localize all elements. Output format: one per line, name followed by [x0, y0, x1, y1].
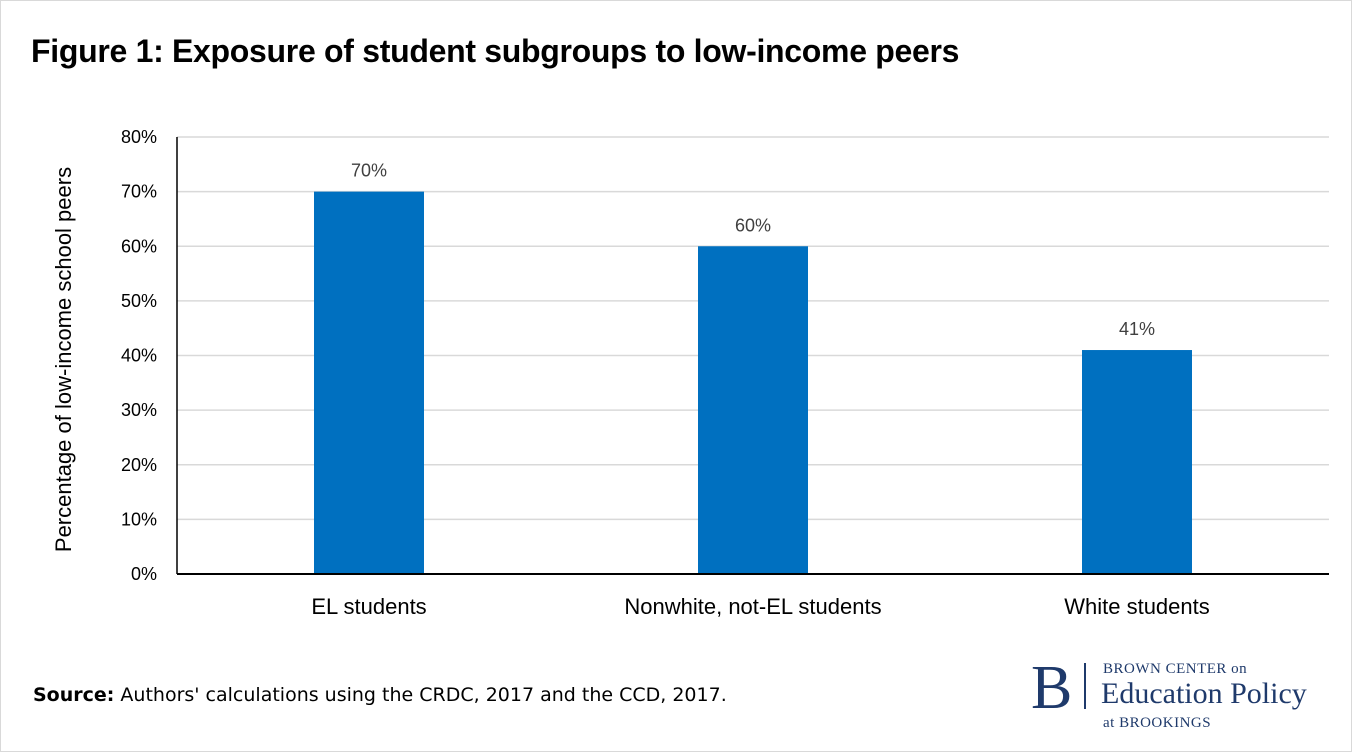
x-tick-label: White students	[1064, 594, 1210, 619]
y-axis-title: Percentage of low-income school peers	[51, 167, 76, 552]
y-tick-label: 40%	[121, 346, 157, 366]
y-tick-label: 60%	[121, 236, 157, 256]
y-tick-label: 80%	[121, 127, 157, 147]
bar	[314, 191, 424, 574]
y-tick-label: 30%	[121, 400, 157, 420]
y-tick-label: 10%	[121, 509, 157, 529]
y-tick-label: 20%	[121, 455, 157, 475]
source-note: Source: Authors' calculations using the …	[33, 684, 727, 706]
chart-title: Figure 1: Exposure of student subgroups …	[31, 33, 960, 69]
y-tick-label: 0%	[131, 564, 157, 584]
logo-line-3: at BROOKINGS	[1103, 715, 1212, 731]
x-tick-label: Nonwhite, not-EL students	[624, 594, 881, 619]
logo-line-2: Education Policy	[1101, 677, 1307, 710]
x-tick-label: EL students	[311, 594, 426, 619]
data-label: 41%	[1119, 319, 1155, 339]
logo-line-1: BROWN CENTER on	[1103, 661, 1248, 677]
logo-letter: B	[1031, 654, 1073, 722]
brookings-logo: B BROWN CENTER on Education Policy at BR…	[1031, 657, 1341, 737]
data-label: 70%	[351, 161, 387, 181]
bar	[698, 246, 808, 574]
source-text: Authors' calculations using the CRDC, 20…	[114, 684, 727, 706]
logo-divider	[1084, 663, 1086, 709]
data-label: 60%	[735, 215, 771, 235]
y-tick-label: 50%	[121, 291, 157, 311]
source-label: Source:	[33, 684, 115, 706]
bar	[1082, 350, 1192, 574]
y-tick-label: 70%	[121, 182, 157, 202]
